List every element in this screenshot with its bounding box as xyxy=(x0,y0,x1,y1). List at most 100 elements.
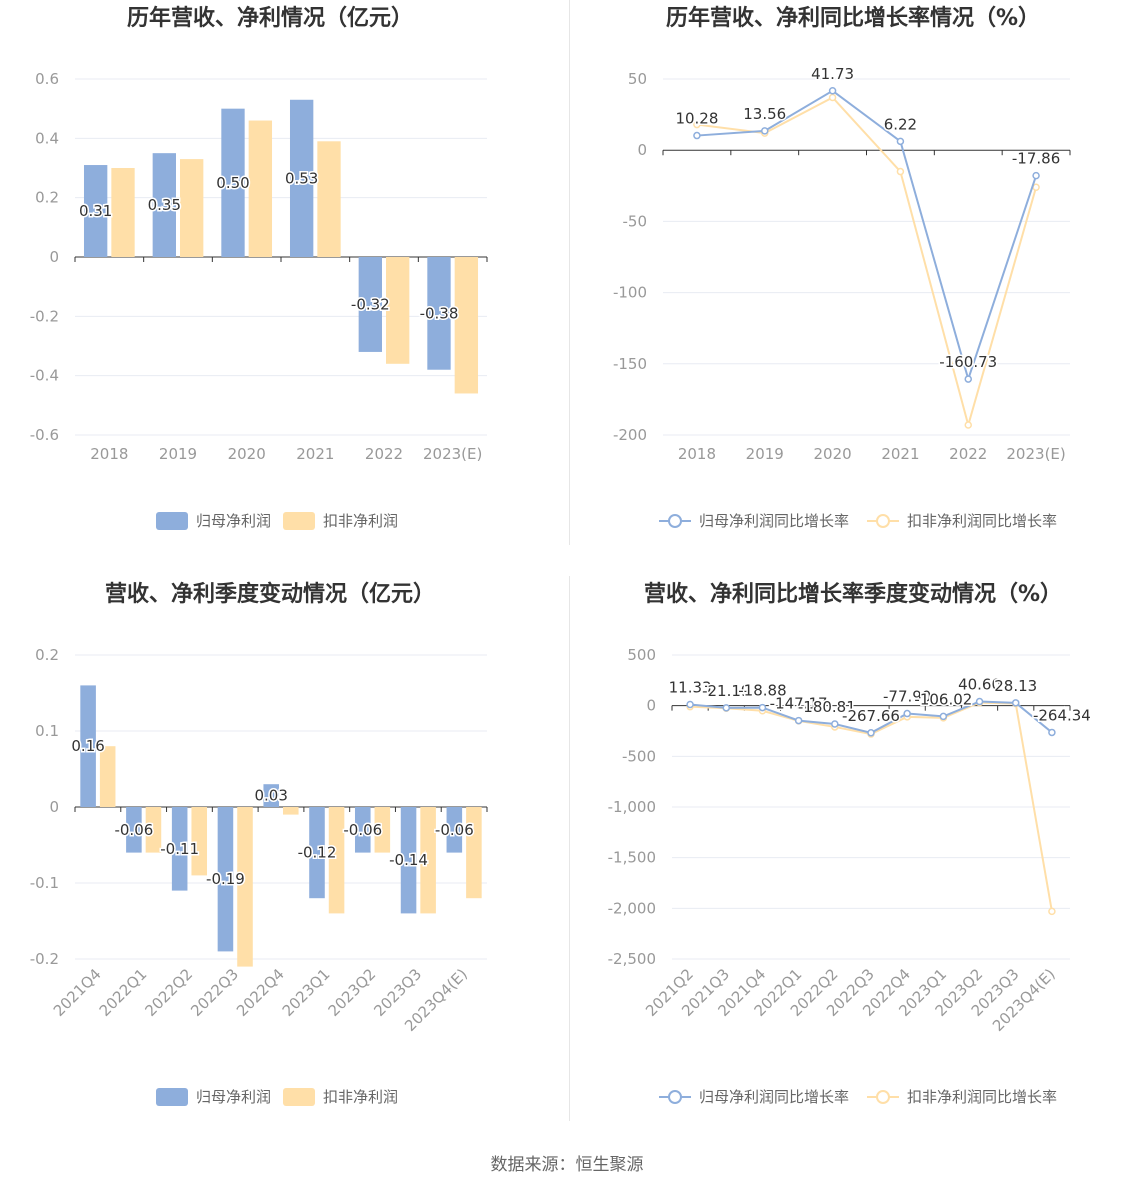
chart-title: 营收、净利同比增长率季度变动情况（%） xyxy=(644,581,1062,607)
y-tick-label: -0.6 xyxy=(30,426,59,444)
bar xyxy=(420,807,436,914)
y-tick-label: -0.2 xyxy=(30,307,59,325)
bar xyxy=(152,153,176,257)
y-tick-label: 0.6 xyxy=(35,70,59,88)
bar xyxy=(180,159,204,257)
x-tick-label: 2021 xyxy=(296,445,334,463)
chart-title: 营收、净利季度变动情况（亿元） xyxy=(105,581,435,607)
bar xyxy=(354,807,371,853)
bar xyxy=(80,685,96,807)
data-label: -180.81 xyxy=(798,698,856,716)
y-tick-label: -2,000 xyxy=(608,899,656,917)
x-tick-label: 2021 xyxy=(881,445,919,463)
legend-label: 扣非净利润同比增长率 xyxy=(907,512,1057,530)
legend-swatch xyxy=(156,1088,188,1106)
data-label: 0.53 xyxy=(285,169,318,187)
x-tick-label: 2023(E) xyxy=(423,445,482,463)
x-tick-label: 2020 xyxy=(813,445,851,463)
bar xyxy=(145,807,162,853)
annual-growth-chart: 历年营收、净利同比增长率情况（%） 50 0 -50 -100 -150 -200 2018… xyxy=(567,0,1134,560)
data-point xyxy=(722,704,731,712)
bar xyxy=(328,807,345,914)
legend-swatch xyxy=(283,512,315,530)
bar xyxy=(427,257,451,370)
x-tick-label: 2022Q3 xyxy=(187,965,242,1020)
legend-label: 归母净利润同比增长率 xyxy=(699,1088,849,1106)
data-point xyxy=(896,137,905,146)
data-point xyxy=(975,697,984,706)
data-label: 10.28 xyxy=(675,110,718,128)
data-label: -0.06 xyxy=(114,821,153,839)
x-tick-label: 2023Q2 xyxy=(325,965,380,1020)
legend-label: 归母净利润同比增长率 xyxy=(699,512,849,530)
y-tick-label: 0.1 xyxy=(35,722,59,740)
y-tick-label: 0.4 xyxy=(35,129,59,147)
y-tick-label: 50 xyxy=(628,70,647,88)
data-label: 28.13 xyxy=(994,677,1037,695)
y-tick-label: -1,000 xyxy=(608,798,656,816)
data-label: 40.60 xyxy=(958,676,1001,694)
quarterly-profit-chart: 营收、净利季度变动情况（亿元） 0.2 0.1 0 -0.1 -0.2 2021Q4 202… xyxy=(0,576,567,1136)
data-label: -0.12 xyxy=(298,844,337,862)
data-label: 0.03 xyxy=(255,787,288,805)
legend-label: 归母净利润 xyxy=(196,1088,271,1106)
quarterly-growth-chart-svg: 营收、净利同比增长率季度变动情况（%） 500 0 -500 -1,000 -1,500… xyxy=(608,581,1093,1106)
annual-profit-chart: 历年营收、净利情况（亿元） 0.6 0.4 0.2 0 -0.2 -0.4 -0.6 2018… xyxy=(0,0,567,560)
bar xyxy=(374,807,391,853)
legend-label: 归母净利润 xyxy=(196,512,271,530)
data-label: -0.19 xyxy=(206,870,245,888)
legend-label: 扣非净利润 xyxy=(323,1088,398,1106)
data-point xyxy=(693,131,701,140)
y-tick-label: 0 xyxy=(49,798,59,816)
x-tick-label: 2022Q1 xyxy=(96,965,151,1020)
data-label: -106.02 xyxy=(914,690,972,708)
bar xyxy=(317,141,341,257)
y-tick-label: 0 xyxy=(49,248,59,266)
panel-divider-top xyxy=(569,0,570,545)
data-label: 11.33 xyxy=(669,679,712,697)
data-label: -264.34 xyxy=(1033,706,1091,724)
data-point xyxy=(686,700,694,709)
y-tick-label: -50 xyxy=(623,212,648,230)
series-line xyxy=(696,89,1038,383)
x-tick-label: 2022Q2 xyxy=(141,965,196,1020)
bar xyxy=(171,807,188,891)
bar xyxy=(358,257,382,352)
data-point xyxy=(939,712,948,721)
data-point xyxy=(828,87,837,95)
x-tick-label: 2022 xyxy=(949,445,987,463)
x-tick-label: 2018 xyxy=(90,445,128,463)
chart-title: 历年营收、净利同比增长率情况（%） xyxy=(666,5,1040,31)
data-label: -160.73 xyxy=(939,353,997,371)
data-point xyxy=(867,729,875,737)
legend-marker-icon xyxy=(876,514,890,528)
bar xyxy=(466,807,482,899)
annual-profit-chart-svg: 历年营收、净利情况（亿元） 0.6 0.4 0.2 0 -0.2 -0.4 -0.6 2018… xyxy=(30,5,488,530)
legend-marker-icon xyxy=(876,1090,890,1104)
data-point xyxy=(1032,171,1040,180)
data-label: -77.90 xyxy=(883,688,931,706)
y-tick-label: 0.2 xyxy=(35,189,59,207)
bar xyxy=(217,807,234,952)
data-label: -17.86 xyxy=(1012,150,1060,168)
legend-swatch xyxy=(283,1088,315,1106)
data-source-note: 数据来源：恒生聚源 xyxy=(490,1155,644,1175)
y-tick-label: -500 xyxy=(622,747,656,765)
y-tick-label: 0 xyxy=(646,697,656,715)
data-point xyxy=(761,127,769,135)
bar xyxy=(454,257,479,394)
data-point xyxy=(828,93,837,102)
data-label: 0.35 xyxy=(148,196,181,214)
data-point xyxy=(896,167,905,176)
x-tick-label: 2021Q4 xyxy=(50,965,105,1020)
y-tick-label: -200 xyxy=(613,426,647,444)
data-label: 0.50 xyxy=(216,174,249,192)
data-point xyxy=(758,703,767,712)
bar xyxy=(237,807,253,967)
data-label: -0.38 xyxy=(420,304,459,322)
x-tick-label: 2018 xyxy=(678,445,716,463)
data-label: -21.19 xyxy=(702,682,750,700)
y-tick-label: -0.2 xyxy=(30,950,59,968)
y-tick-label: 0.2 xyxy=(35,646,59,664)
bar xyxy=(400,807,417,914)
